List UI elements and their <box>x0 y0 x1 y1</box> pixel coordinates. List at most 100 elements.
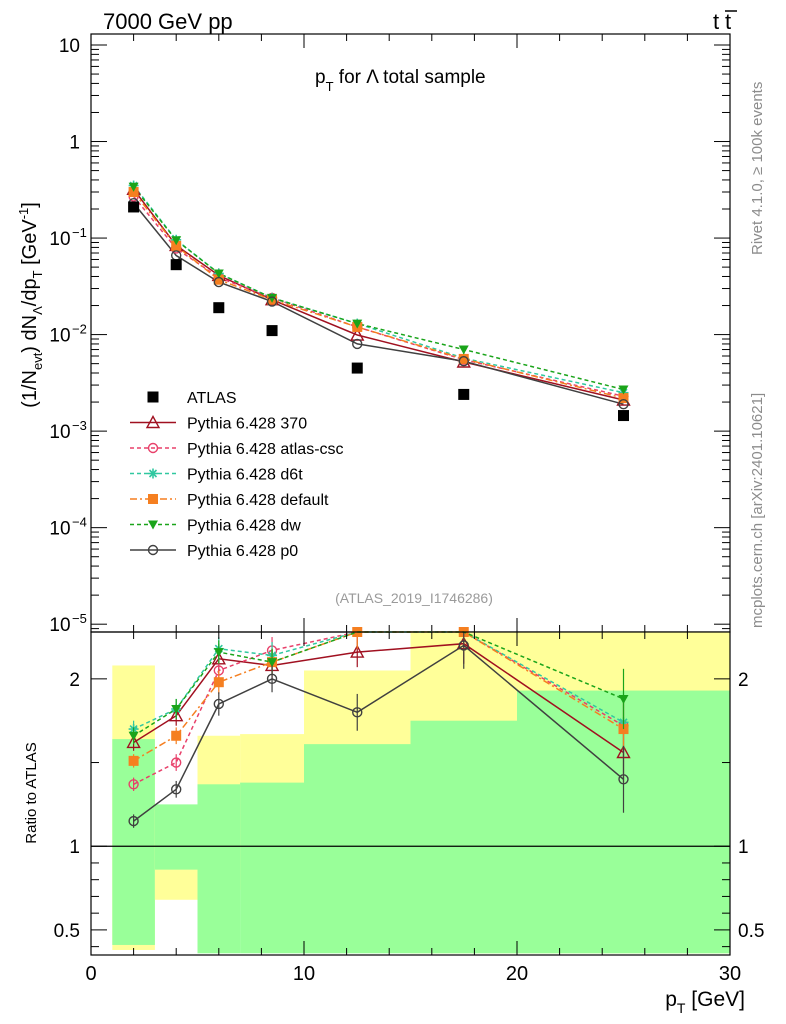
svg-text:(1/Nevt) dNΛ/dpT [GeV-1]: (1/Nevt) dNΛ/dpT [GeV-1] <box>16 202 45 408</box>
marker-data <box>170 259 182 271</box>
marker-square <box>213 677 224 688</box>
legend: ATLAS Pythia 6.428 370 Pythia 6.428 atlas-… <box>130 390 344 560</box>
ratio-band-green <box>240 782 304 954</box>
xlabel-p: p <box>665 988 677 1011</box>
marker-square <box>458 353 469 364</box>
x-tick-label: 20 <box>506 963 528 985</box>
marker-triangle-down <box>213 269 224 279</box>
main-points <box>126 180 631 422</box>
marker-triangle-down <box>352 319 363 329</box>
star-stroke <box>148 469 158 478</box>
marker-triangle <box>145 415 161 429</box>
marker-triangle-down <box>213 648 224 658</box>
title-p: p <box>315 67 326 88</box>
marker-triangle-down <box>618 694 629 704</box>
ratio-y-tick-label: 2 <box>69 670 80 691</box>
marker-circle <box>458 640 469 651</box>
legend-label: Pythia 6.428 d6t <box>187 467 303 484</box>
marker-data <box>128 201 140 213</box>
legend-label: Pythia 6.428 p0 <box>187 543 298 560</box>
marker-circle <box>128 779 139 790</box>
y-axis-label-main: (1/Nevt) dNΛ/dpT [GeV-1] <box>16 202 45 408</box>
marker-circle <box>458 356 469 367</box>
legend-entry-5: Pythia 6.428 dw <box>130 518 301 535</box>
marker-square <box>148 494 158 504</box>
ratio-y-tick-label: 1 <box>69 837 80 858</box>
legend-label: ATLAS <box>187 390 237 407</box>
ratio-band-green <box>197 784 241 954</box>
legend-entry-0: ATLAS <box>147 390 237 407</box>
marker-square <box>128 755 139 766</box>
marker-circle <box>128 815 139 827</box>
marker-circle <box>170 757 182 768</box>
marker-circle <box>266 673 278 685</box>
marker-triangle-down <box>171 236 182 246</box>
marker-triangle <box>350 644 365 658</box>
y-tick-label: 10 <box>59 36 80 57</box>
x-tick-label: 0 <box>85 963 96 985</box>
mcplots-source-label: mcplots.cern.ch [arXiv:2401.10621] <box>749 393 766 628</box>
y-tick-exponent: −2 <box>72 322 87 337</box>
legend-entry-3: Pythia 6.428 d6t <box>130 467 303 484</box>
rivet-version-label: Rivet 4.1.0, ≥ 100k events <box>749 82 766 255</box>
y-tick-label: 10 <box>49 229 70 250</box>
marker-data <box>213 302 225 314</box>
marker-triangle-down <box>267 293 278 303</box>
marker-square <box>213 274 224 285</box>
ratio-band-green <box>112 739 155 945</box>
y-tick-label: 10 <box>49 615 70 636</box>
marker-circle <box>618 774 629 785</box>
ratio-markers-5 <box>128 632 629 828</box>
ratio-y-tick-label-right: 2 <box>738 670 749 691</box>
marker-circle <box>147 544 159 556</box>
atlas-data-points <box>128 201 629 422</box>
marker-data <box>147 391 159 403</box>
process-tbar: t <box>725 9 731 34</box>
title-rest: for Λ total sample <box>334 67 486 88</box>
process-label: t t <box>713 9 737 34</box>
svg-text:pT for Λ total sample: pT for Λ total sample <box>315 67 486 94</box>
y-tick-exponent: −4 <box>72 515 87 530</box>
marker-triangle-down <box>267 658 278 668</box>
title-sub: T <box>326 79 334 94</box>
y-tick-exponent: −5 <box>72 611 87 626</box>
marker-triangle-down <box>618 385 629 395</box>
series-markers-4 <box>128 182 629 395</box>
ratio-band-green <box>304 744 411 954</box>
marker-triangle-down <box>458 345 469 355</box>
marker-circle <box>352 707 363 718</box>
y-axis-label-ratio: Ratio to ATLAS <box>23 742 40 843</box>
marker-triangle <box>169 708 184 722</box>
ratio-band-green <box>410 720 517 954</box>
marker-square <box>171 240 182 251</box>
legend-entry-4: Pythia 6.428 default <box>130 492 329 509</box>
ratio-markers-4 <box>128 640 629 745</box>
ratio-y-tick-label-right: 1 <box>738 837 749 858</box>
marker-circle <box>213 698 225 710</box>
legend-entry-1: Pythia 6.428 370 <box>130 415 307 433</box>
y-tick-exponent: −3 <box>72 418 87 433</box>
legend-label: Pythia 6.428 dw <box>187 518 301 535</box>
ratio-y-tick-label-right: 0.5 <box>738 921 764 942</box>
marker-data <box>351 362 363 374</box>
legend-entry-2: Pythia 6.428 atlas-csc <box>130 441 344 458</box>
x-tick-label: 30 <box>719 963 741 985</box>
marker-square <box>171 730 182 741</box>
marker-data <box>618 410 629 422</box>
energy-label: 7000 GeV pp <box>103 9 233 34</box>
ratio-frame <box>90 631 731 956</box>
xlabel-sub: T <box>677 1000 686 1016</box>
marker-star <box>148 468 158 479</box>
marker-circle <box>213 276 225 288</box>
marker-triangle-down <box>128 182 139 192</box>
marker-circle <box>618 399 629 410</box>
marker-data <box>458 388 470 400</box>
marker-data <box>266 325 278 337</box>
legend-label: Pythia 6.428 370 <box>187 416 307 433</box>
xlabel-rest: [GeV] <box>685 988 745 1011</box>
marker-circle <box>266 296 278 307</box>
plot-title: pT for Λ total sample <box>315 67 486 94</box>
y-tick-label: 10 <box>49 422 70 443</box>
